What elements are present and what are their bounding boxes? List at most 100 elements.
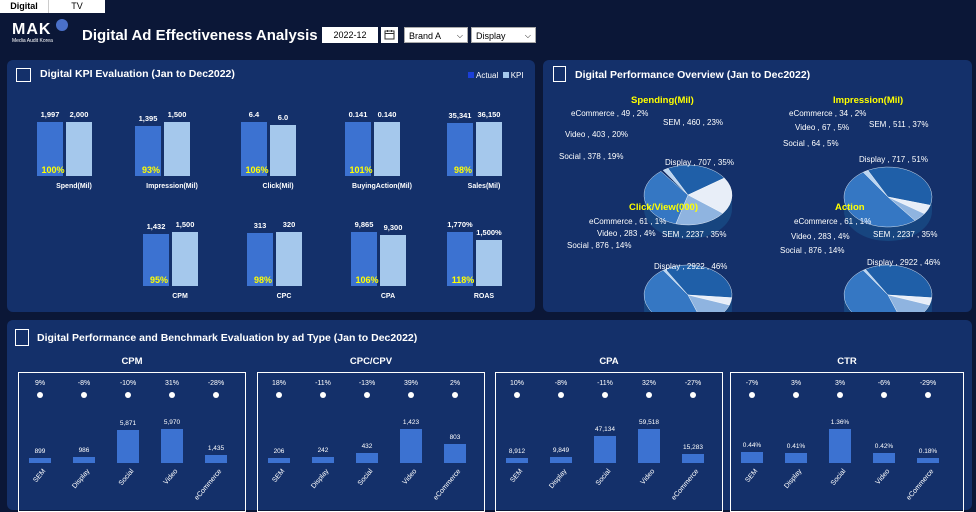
kpi-bar[interactable]	[374, 122, 400, 176]
benchmark-bar[interactable]	[400, 429, 422, 463]
benchmark-value-label: 899	[34, 448, 46, 455]
benchmark-bar[interactable]	[356, 453, 378, 463]
benchmark-marker[interactable]	[925, 392, 931, 398]
benchmark-marker[interactable]	[793, 392, 799, 398]
benchmark-marker[interactable]	[320, 392, 326, 398]
pie-slice[interactable]	[867, 166, 933, 206]
pie-title: Spending(Mil)	[631, 95, 694, 106]
benchmark-bar[interactable]	[550, 457, 572, 463]
pie-slice[interactable]	[643, 269, 703, 312]
benchmark-marker[interactable]	[881, 392, 887, 398]
media-select[interactable]: Display ⌵	[471, 27, 536, 43]
actual-bar[interactable]	[143, 234, 169, 286]
benchmark-bar[interactable]	[638, 429, 660, 463]
benchmark-chart-title: CPM	[121, 356, 143, 367]
kpi-bar[interactable]	[164, 122, 190, 176]
actual-bar[interactable]	[241, 122, 267, 176]
benchmark-marker[interactable]	[690, 392, 696, 398]
pie-slice-label: Social , 876 , 14%	[780, 246, 845, 255]
benchmark-marker[interactable]	[646, 392, 652, 398]
benchmark-bar[interactable]	[117, 430, 139, 463]
benchmark-bar[interactable]	[161, 429, 183, 463]
benchmark-bar[interactable]	[873, 453, 895, 463]
benchmark-marker[interactable]	[558, 392, 564, 398]
benchmark-marker[interactable]	[602, 392, 608, 398]
kpi-chart: 313 320 98% CPC	[239, 198, 329, 308]
benchmark-marker[interactable]	[37, 392, 43, 398]
actual-bar[interactable]	[351, 232, 377, 286]
tab-digital[interactable]: Digital	[0, 0, 48, 13]
benchmark-bar[interactable]	[73, 457, 95, 463]
benchmark-marker[interactable]	[408, 392, 414, 398]
benchmark-bar[interactable]	[594, 436, 616, 463]
benchmark-marker[interactable]	[452, 392, 458, 398]
benchmark-bar[interactable]	[829, 429, 851, 463]
calendar-icon[interactable]	[381, 27, 398, 43]
actual-value-label: 1,770%	[447, 220, 473, 229]
actual-bar[interactable]	[247, 233, 273, 286]
benchmark-diff-percent: -11%	[315, 380, 331, 387]
benchmark-value-label: 0.41%	[786, 443, 806, 450]
benchmark-value-label: 15,283	[683, 444, 703, 451]
benchmark-bar[interactable]	[741, 452, 763, 463]
date-input[interactable]: 2022-12	[322, 27, 378, 43]
kpi-bar[interactable]	[476, 240, 502, 286]
benchmark-bar[interactable]	[785, 453, 807, 463]
actual-bar[interactable]	[37, 122, 63, 176]
kpi-metric-label: CPA	[380, 293, 396, 300]
benchmark-marker[interactable]	[364, 392, 370, 398]
kpi-bar[interactable]	[270, 125, 296, 176]
kpi-bar[interactable]	[476, 122, 502, 176]
actual-value-label: 1,997	[40, 110, 60, 119]
kpi-metric-label: Sales(Mil)	[467, 183, 501, 190]
kpi-bar[interactable]	[276, 232, 302, 286]
logo-subtitle: Media Audit Korea	[12, 38, 53, 44]
kpi-value-label: 1,500	[167, 110, 187, 119]
benchmark-value-label: 47,134	[595, 426, 615, 433]
pie-slice[interactable]	[843, 171, 916, 228]
benchmark-value-label: 5,871	[119, 420, 137, 427]
pie-slice[interactable]	[687, 294, 730, 312]
kpi-bar[interactable]	[172, 232, 198, 286]
actual-bar[interactable]	[447, 123, 473, 176]
benchmark-bar[interactable]	[917, 458, 939, 463]
kpi-bar[interactable]	[380, 235, 406, 286]
report-tabs: Digital TV	[0, 0, 976, 13]
actual-bar[interactable]	[447, 232, 473, 286]
benchmark-bar[interactable]	[312, 457, 334, 463]
pie-slice-label: SEM , 460 , 23%	[663, 118, 724, 127]
benchmark-marker[interactable]	[514, 392, 520, 398]
benchmark-marker[interactable]	[213, 392, 219, 398]
legend-kpi-label: KPI	[510, 71, 524, 80]
tab-tv[interactable]: TV	[48, 0, 105, 13]
pie-slice[interactable]	[687, 177, 733, 214]
benchmark-marker[interactable]	[276, 392, 282, 398]
actual-bar[interactable]	[135, 126, 161, 176]
benchmark-chart-title: CPA	[599, 356, 619, 367]
pie-slice[interactable]	[643, 171, 689, 225]
benchmark-bar[interactable]	[29, 458, 51, 463]
benchmark-marker[interactable]	[837, 392, 843, 398]
benchmark-value-label: 59,518	[639, 419, 659, 426]
kpi-metric-label: Impression(Mil)	[146, 183, 198, 190]
benchmark-bar[interactable]	[506, 458, 528, 463]
brand-select[interactable]: Brand A ⌵	[404, 27, 468, 43]
kpi-bar[interactable]	[66, 122, 92, 176]
pie-slice[interactable]	[843, 269, 903, 312]
benchmark-bar[interactable]	[205, 455, 227, 463]
benchmark-marker[interactable]	[169, 392, 175, 398]
pie-slice[interactable]	[675, 194, 724, 226]
pie-slice-label: eCommerce , 49 , 2%	[571, 109, 649, 118]
benchmark-bar[interactable]	[682, 454, 704, 463]
pie-slice[interactable]	[887, 294, 930, 312]
pie-slice[interactable]	[865, 264, 933, 298]
benchmark-marker[interactable]	[81, 392, 87, 398]
pie-slice[interactable]	[667, 164, 725, 196]
benchmark-marker[interactable]	[749, 392, 755, 398]
actual-bar[interactable]	[345, 122, 371, 176]
logo: MAK Media Audit Korea	[12, 19, 68, 44]
benchmark-bar[interactable]	[444, 444, 466, 463]
pie-slice[interactable]	[665, 264, 733, 298]
benchmark-marker[interactable]	[125, 392, 131, 398]
benchmark-bar[interactable]	[268, 458, 290, 463]
